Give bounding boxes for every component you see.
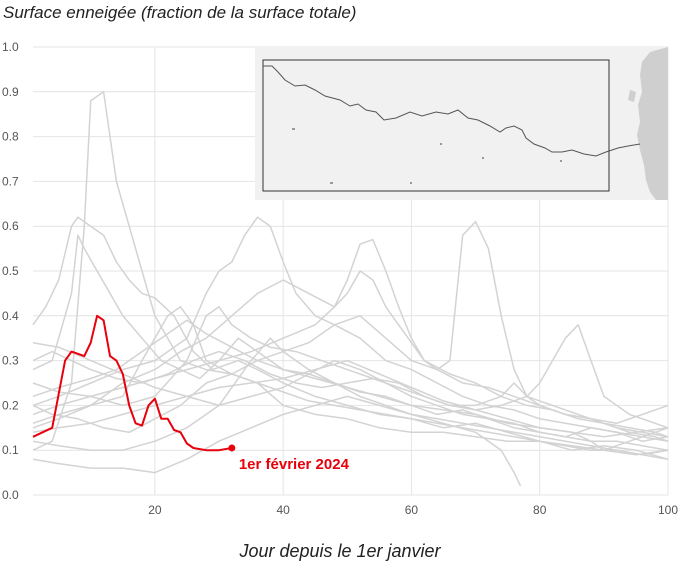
y-tick-label: 0.6 xyxy=(2,219,19,233)
inset-map xyxy=(255,47,668,200)
y-tick-label: 1.0 xyxy=(2,40,19,54)
inset-map-lake xyxy=(440,143,442,145)
y-tick-label: 0.4 xyxy=(2,309,19,323)
inset-map-lake xyxy=(410,182,412,184)
y-tick-label: 0.1 xyxy=(2,443,19,457)
series-line xyxy=(32,216,669,456)
inset-map-background xyxy=(255,47,668,200)
x-tick-label: 20 xyxy=(148,503,162,517)
y-tick-label: 0.9 xyxy=(2,85,19,99)
y-tick-label: 0.2 xyxy=(2,398,19,412)
y-tick-label: 0.5 xyxy=(2,264,19,278)
series-line xyxy=(32,341,669,451)
series-line xyxy=(32,315,669,434)
inset-map-island xyxy=(628,90,636,102)
series-line xyxy=(32,359,669,451)
x-tick-label: 40 xyxy=(276,503,290,517)
series-line xyxy=(32,306,669,460)
inset-map-lake xyxy=(292,128,295,130)
y-tick-label: 0.8 xyxy=(2,130,19,144)
inset-map-border xyxy=(263,65,641,157)
y-tick-label: 0.0 xyxy=(2,488,19,502)
x-tick-labels: 20 40 60 80 100 xyxy=(148,503,678,517)
y-tick-label: 0.3 xyxy=(2,354,19,368)
series-line xyxy=(32,395,522,487)
inset-map-lake xyxy=(560,160,562,162)
series-line xyxy=(32,216,669,442)
x-tick-label: 80 xyxy=(533,503,547,517)
series-line xyxy=(32,350,669,442)
inset-map-sea xyxy=(637,47,668,200)
y-tick-label: 0.7 xyxy=(2,174,19,188)
chart-title: Surface enneigée (fraction de la surface… xyxy=(3,3,357,22)
series-line xyxy=(32,337,669,456)
highlight-series xyxy=(32,314,236,452)
inset-map-lake xyxy=(330,182,333,184)
inset-map-frame xyxy=(262,59,610,192)
chart: 0.0 0.1 0.2 0.3 0.4 0.5 0.6 0.7 0.8 0.9 1.0 20 40 60… xyxy=(2,40,678,517)
inset-map-lake xyxy=(482,157,484,159)
x-axis-label: Jour depuis le 1er janvier xyxy=(239,541,441,561)
x-tick-label: 100 xyxy=(658,503,678,517)
y-tick-labels: 0.0 0.1 0.2 0.3 0.4 0.5 0.6 0.7 0.8 0.9 1.0 xyxy=(2,40,19,502)
highlight-end-point xyxy=(228,444,236,452)
series-lines xyxy=(32,91,669,487)
inset-map-lakes xyxy=(292,128,562,184)
highlight-line xyxy=(32,314,232,452)
x-tick-label: 60 xyxy=(405,503,419,517)
annotation-label: 1er février 2024 xyxy=(239,456,350,473)
